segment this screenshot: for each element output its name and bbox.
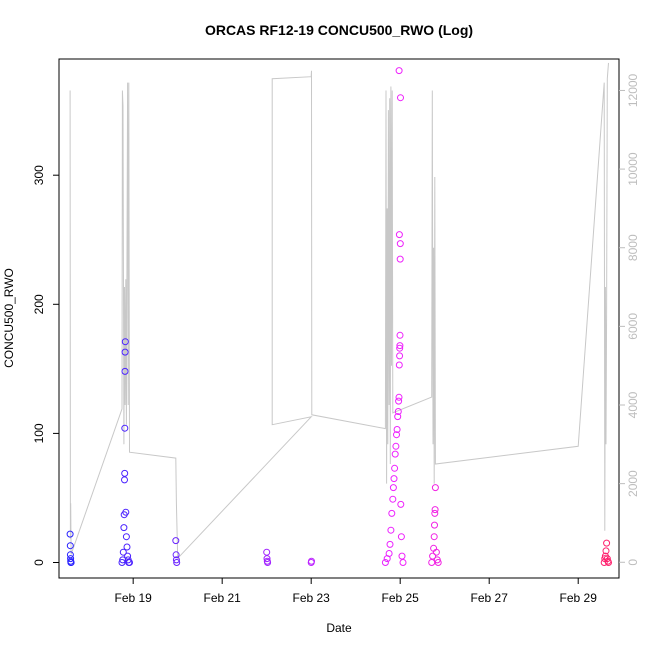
y-right-tick-label: 2000 <box>626 470 640 497</box>
data-point <box>431 521 438 529</box>
data-point <box>66 542 74 550</box>
y-tick-label: 100 <box>32 423 46 443</box>
data-point <box>124 552 132 560</box>
data-point <box>394 408 402 415</box>
data-point <box>173 559 181 566</box>
y-right-tick-label: 8000 <box>626 234 640 261</box>
data-point <box>432 548 440 556</box>
data-point <box>263 555 271 563</box>
data-point <box>395 397 403 405</box>
data-point <box>172 556 180 564</box>
data-point <box>397 500 405 508</box>
x-axis: Feb 19 Feb 21 Feb 23 Feb 25 Feb 27 Feb 29 <box>114 578 597 605</box>
x-axis-label: Date <box>326 621 352 635</box>
x-tick-label: Feb 21 <box>203 591 241 605</box>
data-point <box>121 367 129 375</box>
y-right-tick-label: 6000 <box>626 313 640 340</box>
data-point <box>395 393 403 401</box>
data-point <box>172 537 180 545</box>
x-tick-label: Feb 29 <box>560 591 598 605</box>
data-point <box>428 559 436 566</box>
data-point <box>602 547 610 555</box>
data-point <box>172 551 180 559</box>
series-line <box>69 62 609 560</box>
y-right-tick-label: 0 <box>626 559 640 566</box>
data-point <box>391 450 399 458</box>
data-point <box>386 540 394 548</box>
data-point <box>398 552 406 560</box>
data-point <box>385 550 393 557</box>
y-right-tick-label: 10000 <box>626 152 640 186</box>
data-point <box>389 484 397 492</box>
data-point <box>394 413 402 421</box>
data-point <box>122 533 130 541</box>
data-point <box>263 548 271 556</box>
data-point <box>389 495 397 503</box>
chart-title: ORCAS RF12-19 CONCU500_RWO (Log) <box>205 22 473 38</box>
data-point <box>395 361 403 369</box>
data-point <box>399 559 407 566</box>
data-point <box>66 530 74 538</box>
data-point <box>393 426 401 433</box>
data-point <box>397 533 405 541</box>
data-point <box>121 348 129 356</box>
x-tick-label: Feb 25 <box>382 591 420 605</box>
data-point <box>123 543 131 551</box>
data-point <box>603 555 611 563</box>
data-point <box>381 559 389 566</box>
data-point <box>431 509 439 517</box>
data-point <box>126 559 133 566</box>
data-point <box>121 469 129 477</box>
data-point <box>393 431 400 439</box>
y-tick-label: 0 <box>32 559 46 566</box>
data-point <box>391 464 399 472</box>
data-point <box>429 552 437 560</box>
x-tick-label: Feb 19 <box>114 591 152 605</box>
data-point <box>264 559 272 566</box>
data-point <box>121 338 129 346</box>
data-point <box>120 524 128 532</box>
data-point <box>392 442 400 450</box>
data-point <box>121 476 128 484</box>
data-point <box>397 94 404 102</box>
marker-series <box>66 67 612 566</box>
plot-frame <box>58 58 620 579</box>
line-series <box>69 62 609 560</box>
data-point <box>396 344 404 352</box>
y-right-tick-label: 12000 <box>626 73 640 107</box>
data-point <box>396 352 404 360</box>
data-point <box>67 555 75 563</box>
data-point <box>434 559 442 566</box>
data-point <box>308 557 315 565</box>
y-tick-label: 300 <box>32 165 46 185</box>
data-point <box>396 255 404 263</box>
data-point <box>395 231 403 239</box>
y-axis-right: 0 2000 4000 6000 8000 10000 12000 <box>619 73 640 566</box>
y-axis-label: CONCU500_RWO <box>2 268 16 368</box>
data-point <box>430 533 438 541</box>
data-point <box>431 484 439 492</box>
data-point <box>395 67 403 75</box>
data-point <box>388 509 396 517</box>
data-point <box>121 424 129 432</box>
data-point <box>603 539 611 547</box>
y-axis-left: 0 100 200 300 <box>32 165 59 566</box>
data-point <box>396 331 404 339</box>
y-right-tick-label: 4000 <box>626 391 640 418</box>
data-point <box>396 240 404 248</box>
data-point <box>396 342 404 350</box>
x-tick-label: Feb 23 <box>293 591 331 605</box>
data-point <box>431 506 439 514</box>
data-point <box>605 559 612 566</box>
data-point <box>390 475 398 483</box>
data-point <box>67 559 75 566</box>
y-tick-label: 200 <box>32 294 46 314</box>
data-point <box>387 526 395 534</box>
x-tick-label: Feb 27 <box>471 591 509 605</box>
data-point <box>122 508 130 516</box>
data-point <box>119 548 127 556</box>
